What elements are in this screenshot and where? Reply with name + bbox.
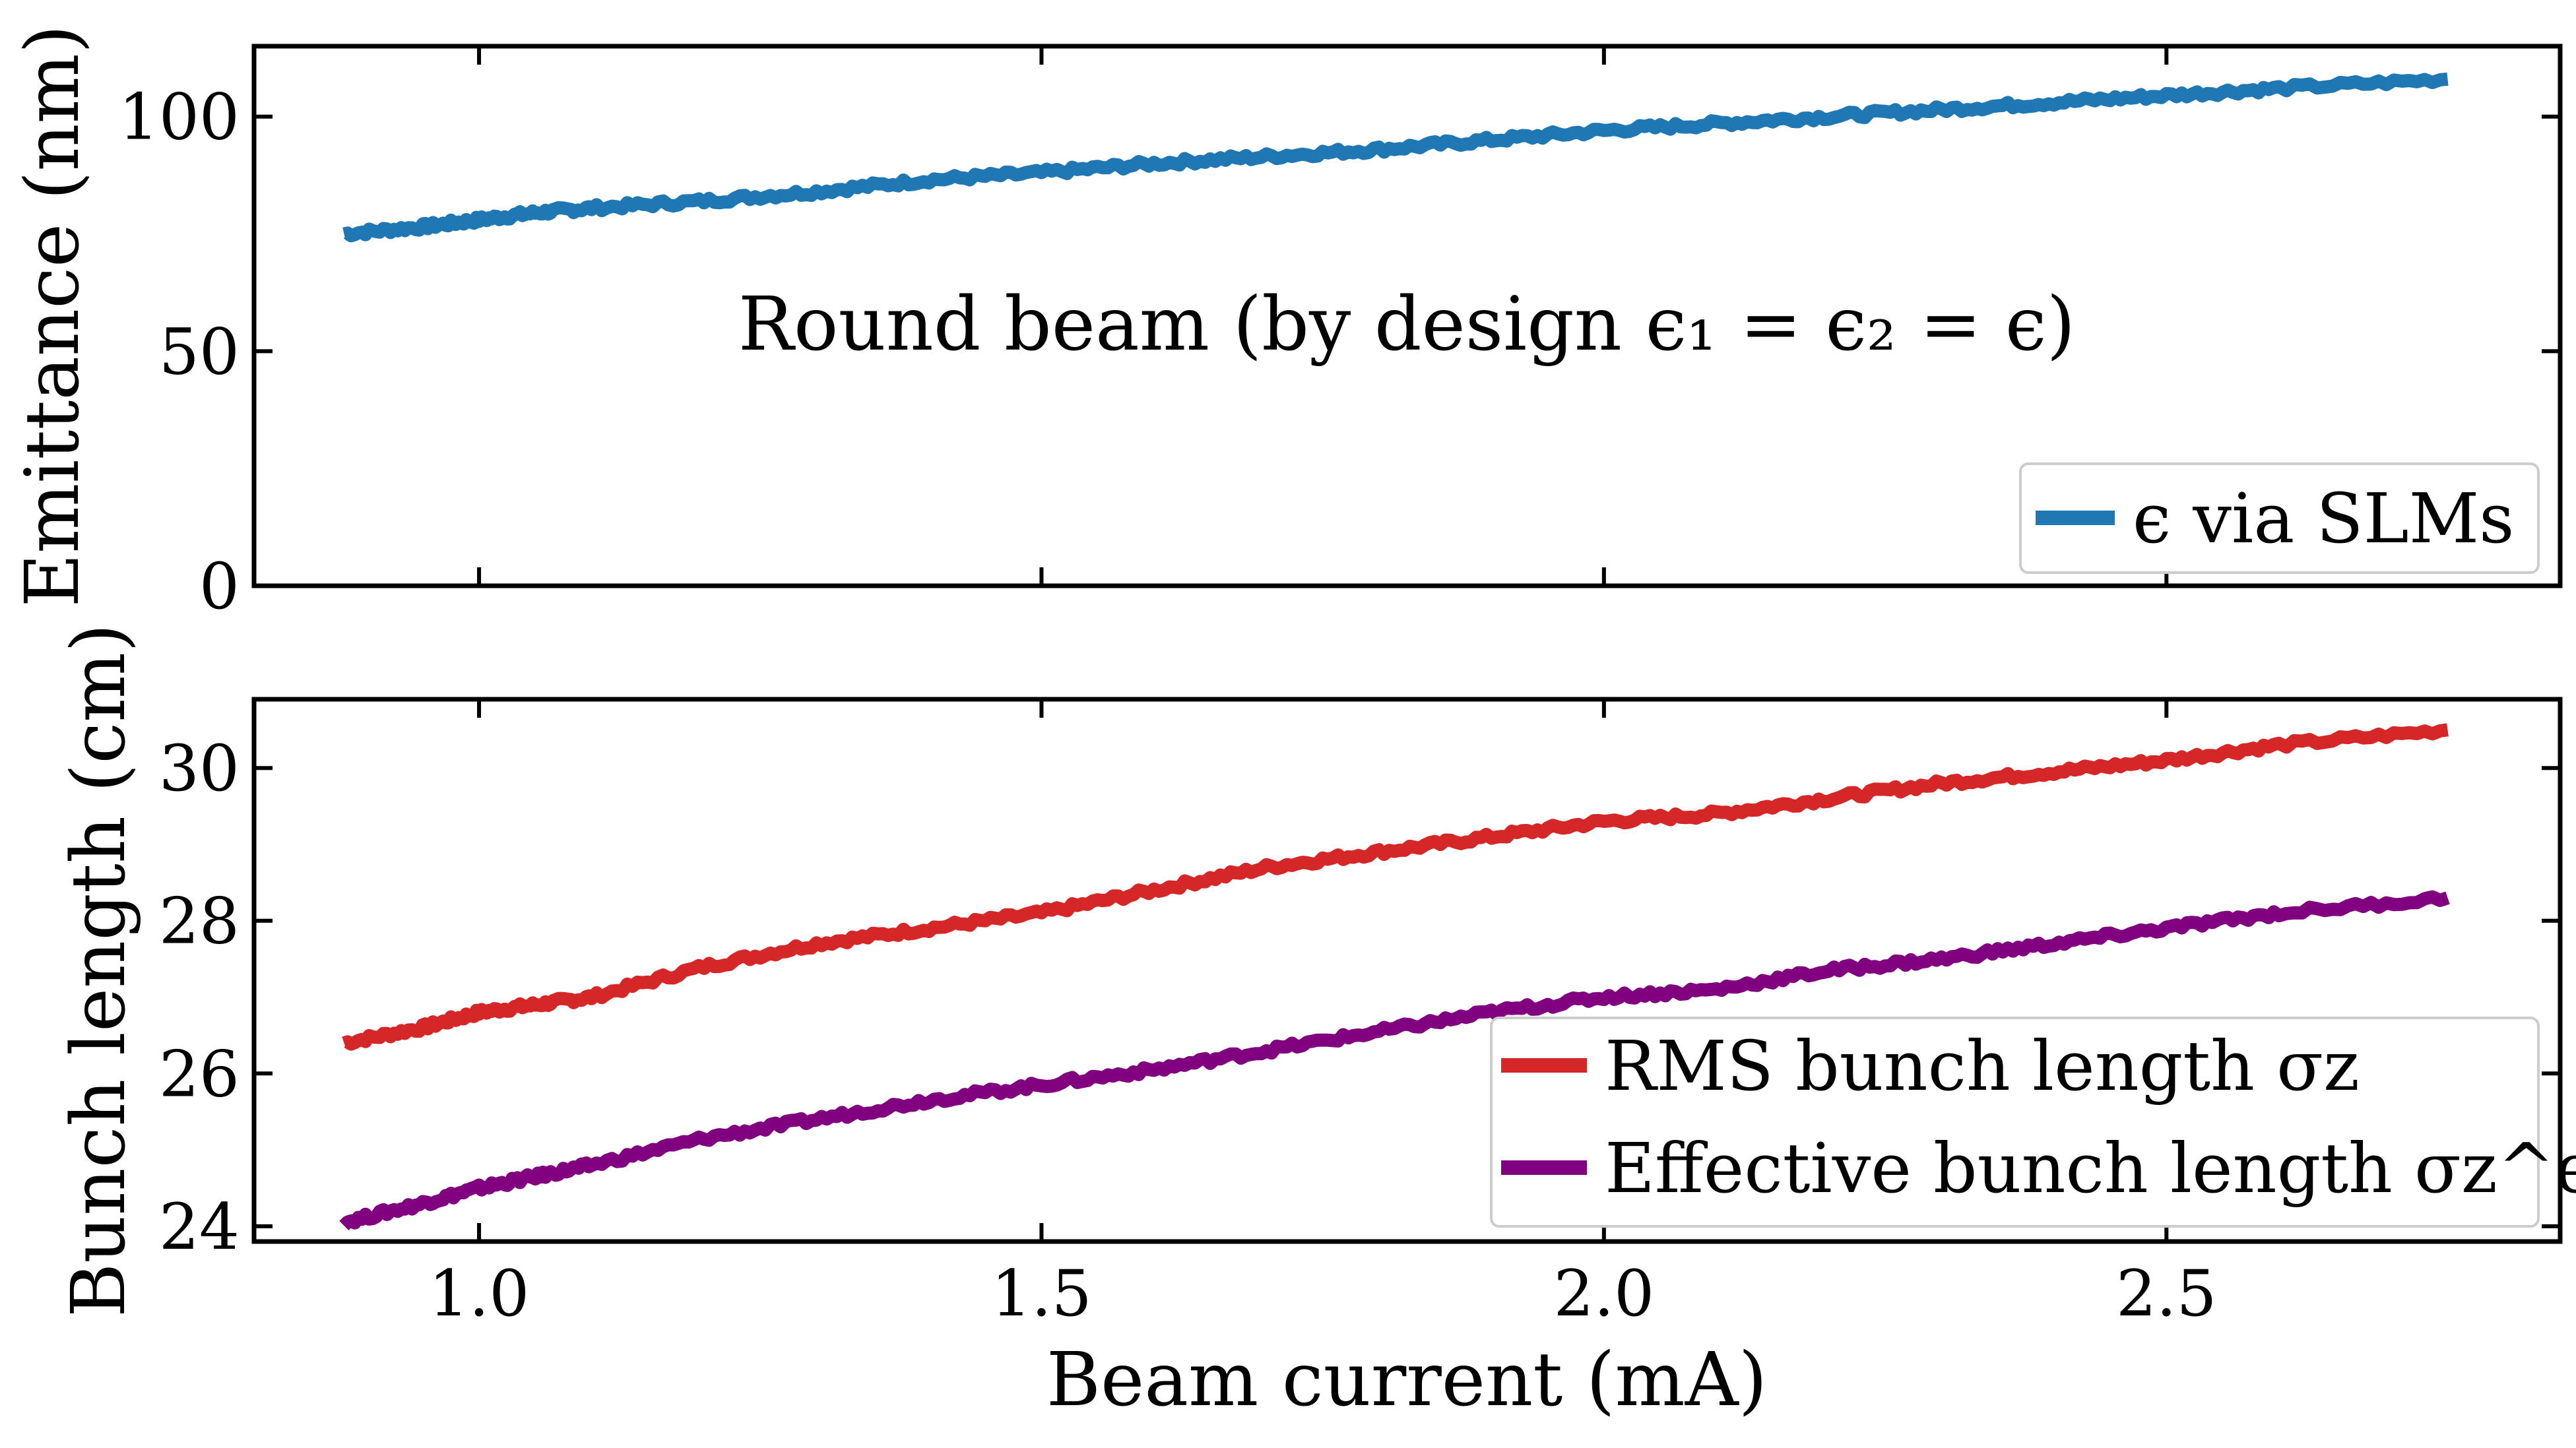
top-series-line-0 (340, 72, 2449, 243)
top-ylabel: Emittance (nm) (10, 24, 96, 607)
bottom-xtick-label: 2.0 (1554, 1257, 1655, 1331)
bottom-legend-label-eff: Effective bunch length σz^eff (1605, 1128, 2576, 1209)
bottom-ytick-label: 26 (159, 1037, 240, 1111)
top-legend-box (2019, 462, 2540, 574)
top-annotation: Round beam (by design ϵ₁ = ϵ₂ = ϵ) (738, 282, 2076, 367)
bottom-axes-frame (251, 697, 2563, 1244)
bottom-legend-label-rms: RMS bunch length σz (1605, 1026, 2360, 1106)
top-axes-frame (251, 44, 2563, 588)
bottom-ytick-label: 24 (159, 1190, 240, 1264)
bottom-xtick-label: 2.5 (2116, 1257, 2217, 1331)
bottom-legend: RMS bunch length σz Effective bunch leng… (1490, 1017, 2576, 1228)
top-legend-label: ϵ via SLMs (2133, 478, 2515, 559)
bottom-axes-ticks: 1.0 1.5 2.0 2.5 24 26 28 30 (159, 699, 2560, 1331)
bottom-series-line-1 (339, 890, 2450, 1230)
bottom-ylabel: Bunch length (cm) (56, 623, 142, 1317)
bottom-legend-box (1490, 1017, 2540, 1228)
bottom-ytick-label: 28 (159, 885, 240, 959)
bottom-xtick-label: 1.5 (991, 1257, 1092, 1331)
top-ytick-label: 50 (159, 315, 240, 389)
bottom-axes-series (339, 723, 2450, 1230)
bottom-xtick-label: 1.0 (429, 1257, 530, 1331)
top-ytick-label: 100 (119, 80, 240, 154)
top-axes-ticks: 0 50 100 (119, 46, 2560, 623)
bottom-ytick-label: 30 (159, 732, 240, 805)
xlabel: Beam current (mA) (1046, 1337, 1768, 1423)
top-axes-series (340, 72, 2449, 243)
bottom-series-line-0 (340, 723, 2449, 1051)
top-ytick-label: 0 (199, 550, 240, 623)
top-legend: ϵ via SLMs (2019, 462, 2540, 574)
